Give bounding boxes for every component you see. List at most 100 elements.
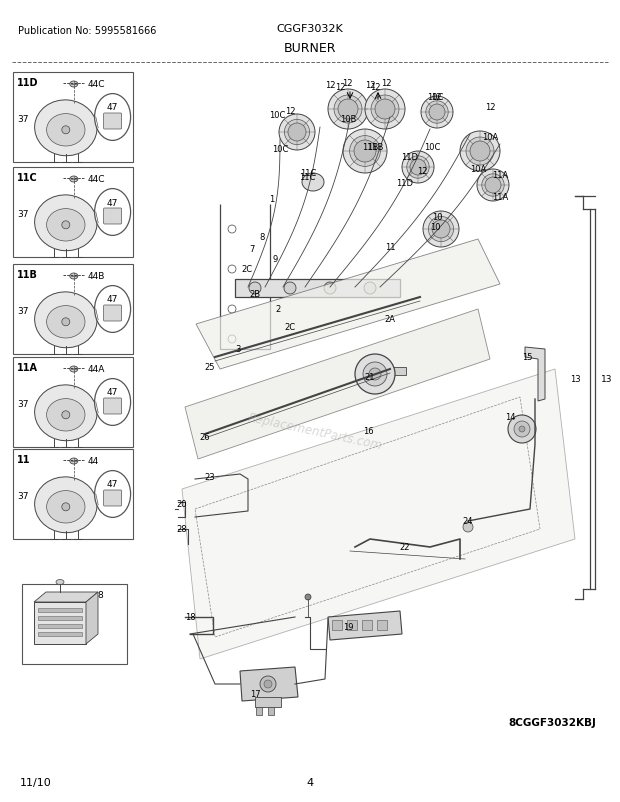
Circle shape [334, 96, 362, 124]
Text: 9: 9 [272, 255, 278, 264]
Ellipse shape [46, 491, 85, 524]
Text: 12: 12 [335, 83, 345, 92]
Text: 37: 37 [17, 492, 29, 500]
Polygon shape [185, 310, 490, 460]
Polygon shape [525, 347, 545, 402]
Circle shape [62, 221, 70, 229]
Bar [377, 620, 387, 630]
Ellipse shape [56, 580, 64, 585]
Circle shape [364, 282, 376, 294]
Bar [38, 632, 82, 636]
Circle shape [482, 175, 504, 197]
Polygon shape [34, 592, 98, 602]
Text: 12: 12 [342, 79, 353, 88]
Polygon shape [182, 370, 575, 659]
Text: 11: 11 [17, 455, 30, 464]
Text: 1: 1 [269, 195, 275, 205]
Ellipse shape [302, 174, 324, 192]
Circle shape [228, 306, 236, 314]
Text: 26: 26 [200, 433, 210, 442]
Text: 2: 2 [275, 305, 281, 314]
Circle shape [62, 503, 70, 511]
Circle shape [508, 415, 536, 444]
Text: 47: 47 [107, 388, 118, 397]
Circle shape [350, 136, 381, 167]
Text: 2C: 2C [241, 265, 252, 274]
Text: 11C: 11C [300, 168, 316, 177]
Text: 44A: 44A [87, 365, 105, 374]
Circle shape [432, 221, 450, 239]
Circle shape [421, 97, 453, 129]
Ellipse shape [35, 386, 97, 441]
Text: 21: 21 [365, 373, 375, 382]
Text: 11A: 11A [492, 170, 508, 180]
Text: 37: 37 [17, 307, 29, 316]
Text: 14: 14 [505, 413, 515, 422]
Circle shape [429, 105, 445, 121]
Circle shape [423, 212, 459, 248]
Ellipse shape [95, 379, 131, 426]
Text: 16: 16 [363, 427, 373, 436]
Polygon shape [240, 667, 298, 701]
Text: 18: 18 [185, 613, 195, 622]
Circle shape [363, 363, 387, 387]
Circle shape [463, 522, 473, 533]
Circle shape [428, 217, 454, 242]
Circle shape [410, 160, 426, 176]
Text: 12: 12 [381, 79, 391, 88]
Circle shape [407, 156, 429, 179]
Circle shape [460, 132, 500, 172]
Circle shape [228, 335, 236, 343]
Ellipse shape [95, 471, 131, 518]
Text: 2C: 2C [285, 323, 296, 332]
Text: 47: 47 [107, 480, 118, 489]
Text: 10C: 10C [269, 111, 285, 119]
Ellipse shape [46, 306, 85, 338]
Bar [235, 280, 400, 298]
Text: 10: 10 [430, 223, 440, 233]
Ellipse shape [70, 273, 78, 280]
Circle shape [338, 100, 358, 119]
Text: 2B: 2B [249, 290, 260, 299]
Circle shape [485, 178, 501, 194]
Text: 10: 10 [432, 213, 442, 222]
Ellipse shape [95, 189, 131, 236]
Text: 11D: 11D [17, 78, 38, 88]
Ellipse shape [35, 477, 97, 533]
Text: 10C: 10C [272, 145, 288, 154]
Text: 12: 12 [485, 103, 495, 112]
Text: 10A: 10A [470, 165, 486, 174]
Text: 37: 37 [17, 400, 29, 409]
Text: 7: 7 [249, 245, 255, 254]
Circle shape [365, 90, 405, 130]
Text: 28: 28 [177, 525, 187, 534]
Text: 12: 12 [370, 83, 380, 92]
Text: 8: 8 [97, 590, 104, 599]
Text: 20: 20 [177, 500, 187, 508]
Circle shape [369, 369, 381, 380]
Text: 8: 8 [259, 233, 265, 241]
Circle shape [328, 90, 368, 130]
Text: 11/10: 11/10 [20, 777, 51, 787]
Text: 19: 19 [343, 622, 353, 632]
Ellipse shape [35, 196, 97, 251]
Circle shape [343, 130, 387, 174]
Circle shape [288, 124, 306, 142]
Circle shape [228, 225, 236, 233]
Ellipse shape [35, 293, 97, 348]
Circle shape [519, 427, 525, 432]
Bar [332, 620, 342, 630]
Circle shape [285, 120, 309, 145]
Text: 8CGGF3032KBJ: 8CGGF3032KBJ [508, 717, 596, 727]
Circle shape [477, 170, 509, 202]
Text: 37: 37 [17, 210, 29, 219]
FancyBboxPatch shape [104, 306, 122, 322]
Bar [38, 616, 82, 620]
Ellipse shape [70, 367, 78, 373]
Circle shape [305, 594, 311, 600]
Text: 44C: 44C [87, 80, 105, 89]
Text: 3: 3 [236, 345, 241, 354]
Text: 11: 11 [385, 243, 396, 252]
Text: BURNER: BURNER [284, 42, 336, 55]
Circle shape [284, 282, 296, 294]
